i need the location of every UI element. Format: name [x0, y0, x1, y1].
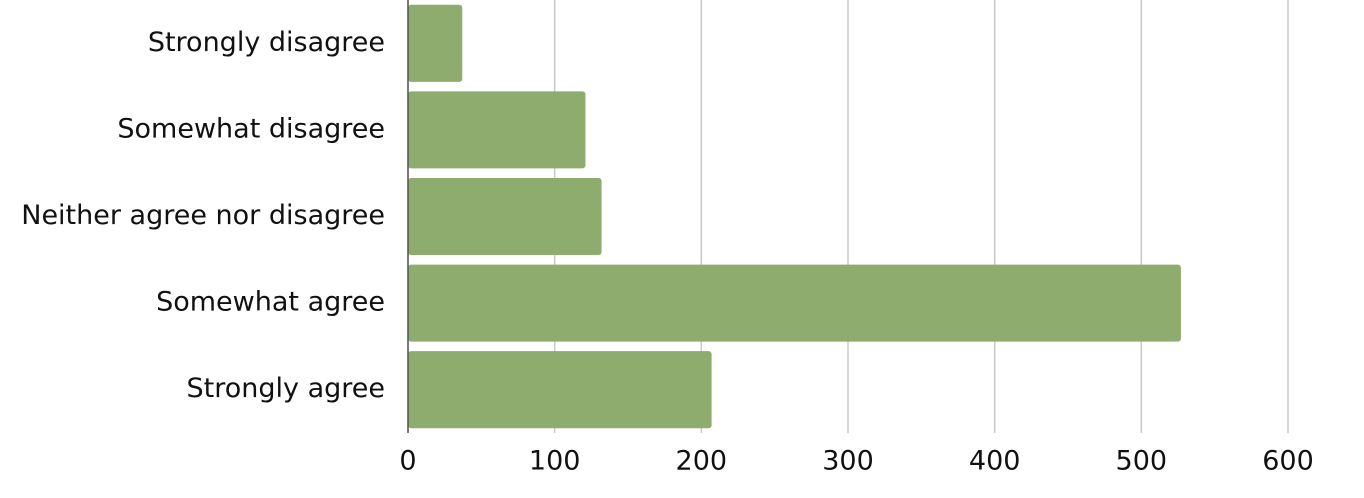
y-tick-label: Strongly disagree: [148, 27, 385, 58]
y-tick-label: Neither agree nor disagree: [21, 200, 385, 231]
bar: [408, 177, 602, 256]
bar: [408, 264, 1181, 342]
x-tick-label: 600: [1262, 446, 1314, 477]
y-tick-label: Strongly agree: [187, 373, 385, 404]
x-tick-label: 500: [1116, 446, 1168, 477]
x-tick-label: 300: [822, 446, 874, 477]
bar: [408, 351, 712, 429]
x-tick-label: 100: [529, 446, 581, 477]
bar: [408, 4, 463, 82]
x-tick-label: 200: [676, 446, 728, 477]
x-tick-label: 0: [399, 446, 416, 477]
y-tick-label: Somewhat disagree: [117, 113, 385, 144]
bar: [408, 91, 586, 169]
y-tick-label: Somewhat agree: [156, 287, 385, 318]
x-tick-label: 400: [969, 446, 1021, 477]
